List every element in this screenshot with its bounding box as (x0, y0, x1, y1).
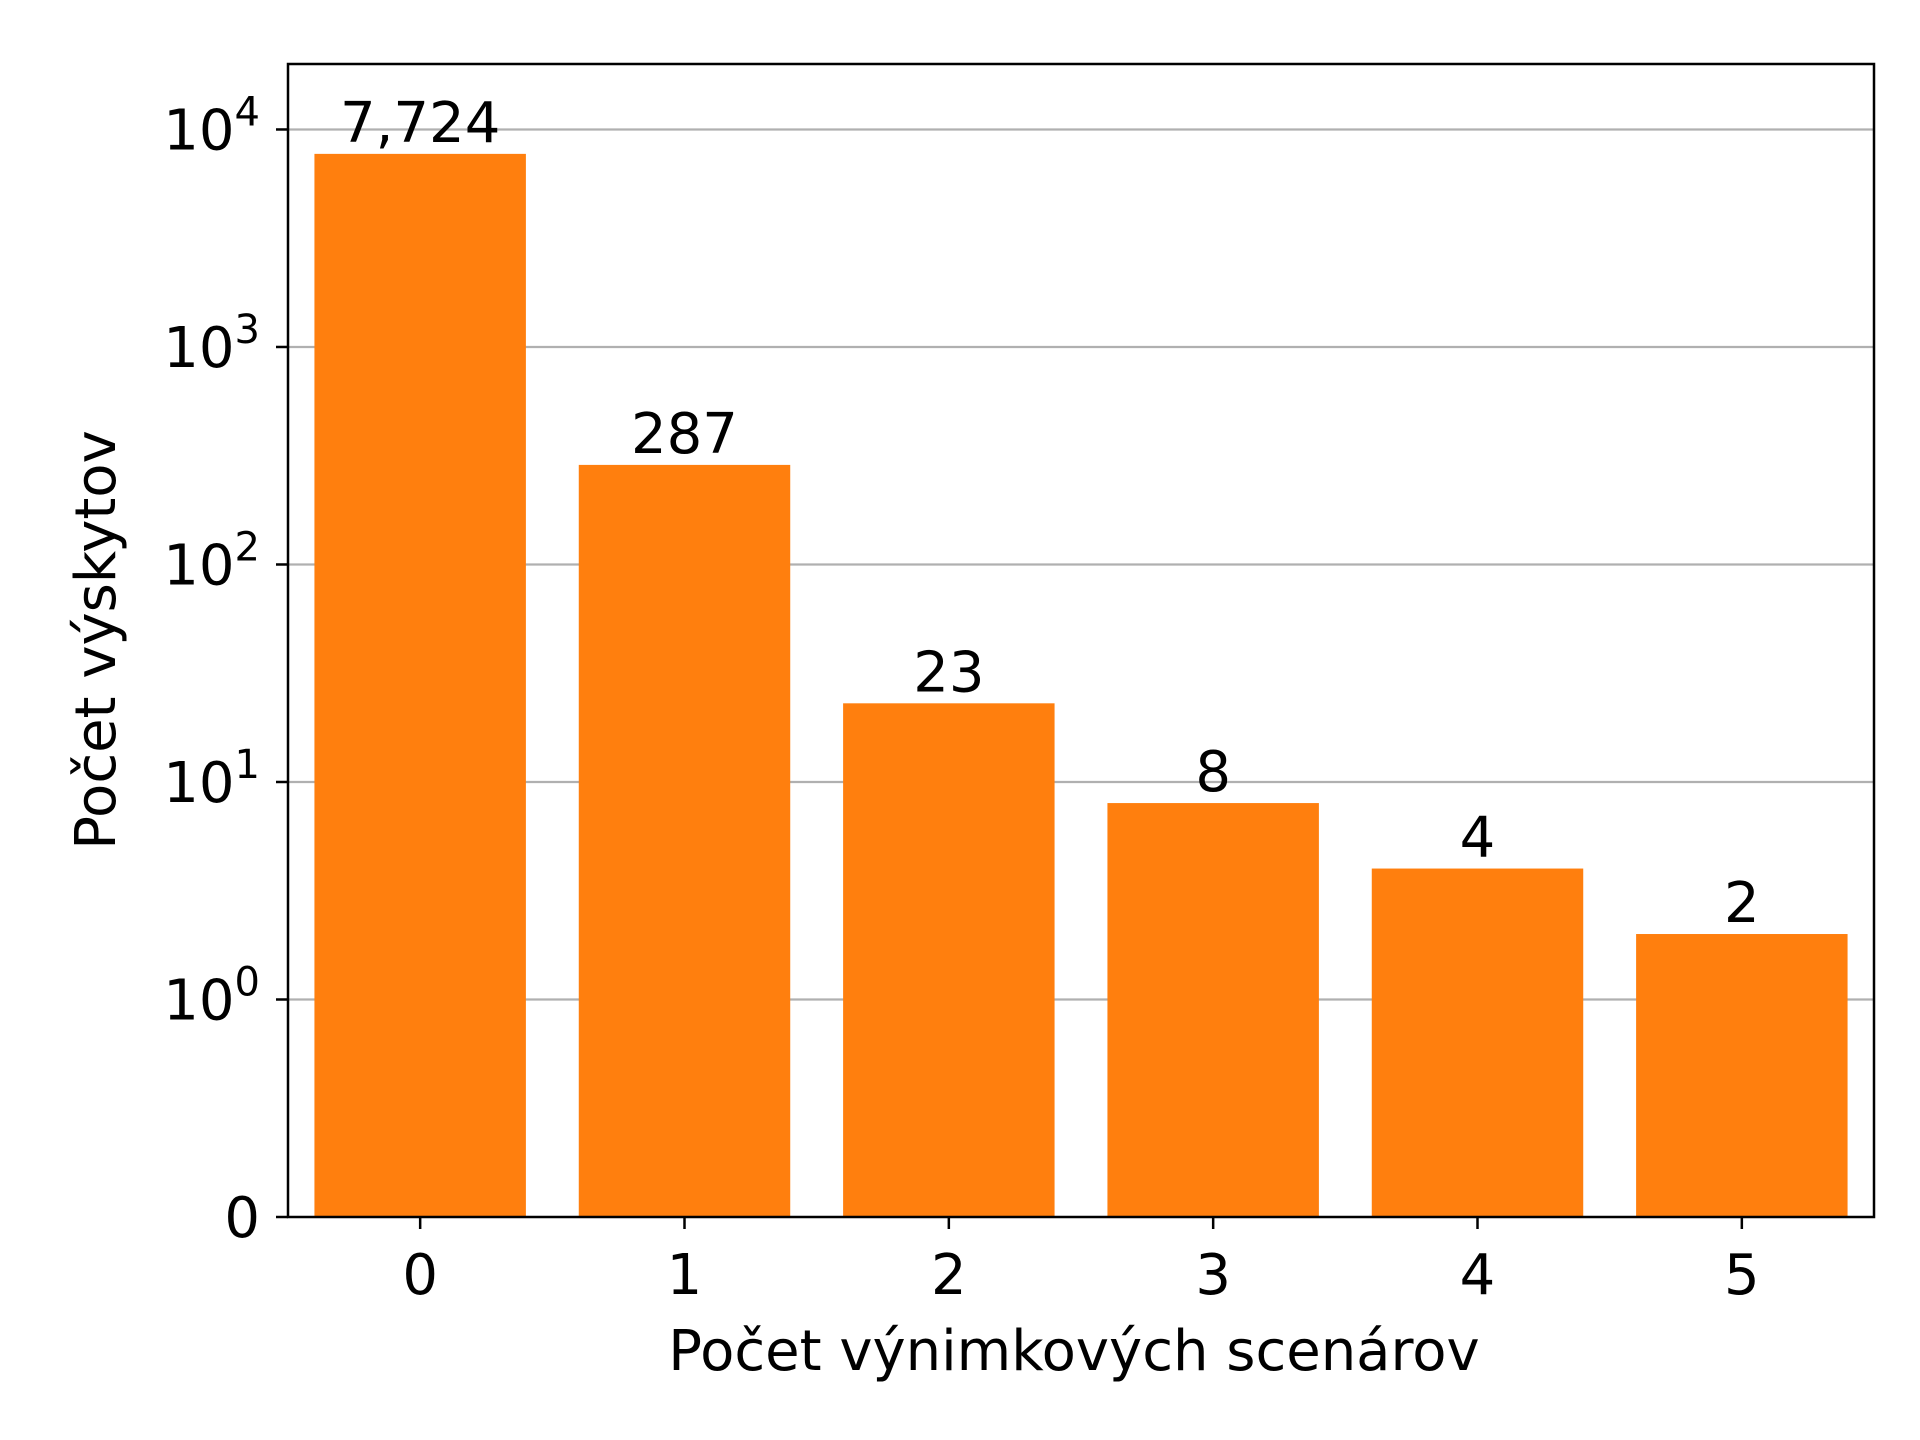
data-label-4: 4 (1460, 806, 1496, 871)
data-label-0: 7,724 (340, 91, 500, 156)
x-tick-label-2: 2 (931, 1243, 967, 1308)
x-axis-title: Počet výnimkových scenárov (668, 1319, 1479, 1384)
bar-1 (578, 464, 791, 1217)
y-tick-exponent: 3 (235, 307, 260, 353)
bar-2 (843, 703, 1055, 1217)
plot-frame (286, 62, 1876, 1219)
bars (314, 153, 1848, 1217)
data-label-5: 2 (1724, 871, 1760, 936)
y-tick-label: 0 (224, 1186, 260, 1251)
y-tick-exponent: 2 (235, 524, 260, 570)
x-tick-label-4: 4 (1460, 1243, 1496, 1308)
data-label-2: 23 (913, 640, 984, 705)
data-label-3: 8 (1195, 740, 1231, 805)
y-tick-exponent: 1 (235, 742, 260, 788)
y-tick-exponent: 4 (235, 89, 260, 135)
bar-data-labels: 7,724 287 23 8 4 2 (340, 91, 1760, 936)
bar-3 (1107, 803, 1319, 1217)
y-tick-label: 104 (163, 89, 260, 163)
y-tick-exponent: 0 (235, 959, 260, 1005)
bar-0 (314, 153, 526, 1217)
bar-5 (1636, 934, 1848, 1217)
x-tick-label-0: 0 (402, 1243, 438, 1308)
bar-4 (1371, 868, 1584, 1217)
y-axis-title: Počet výskytov (64, 430, 129, 849)
data-label-1: 287 (631, 402, 738, 467)
x-tick-label-3: 3 (1195, 1243, 1231, 1308)
x-tick-label-5: 5 (1724, 1243, 1760, 1308)
y-gridlines (288, 128, 1874, 1001)
x-tick-label-1: 1 (667, 1243, 703, 1308)
